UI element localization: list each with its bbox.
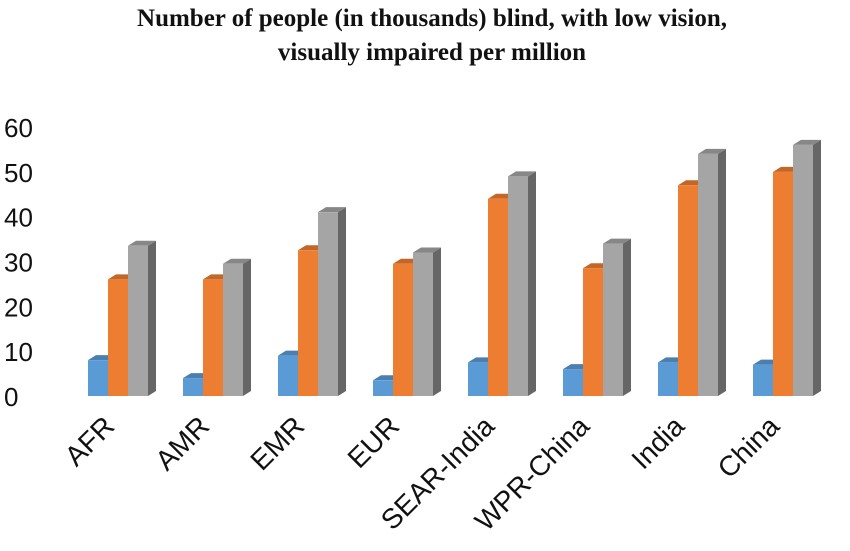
bar-front (698, 153, 718, 396)
bar-top (698, 148, 726, 154)
bar (128, 240, 156, 396)
bar-front (468, 362, 488, 396)
bar-side (338, 207, 346, 396)
y-tick-label: 40 (4, 203, 33, 233)
bar-side (718, 148, 726, 396)
bar-front (318, 212, 338, 396)
chart-title-line-2: visually impaired per million (278, 39, 586, 66)
bar-front (603, 243, 623, 396)
bar-side (813, 139, 821, 396)
bar-front (203, 279, 223, 396)
bar-front (413, 252, 433, 396)
x-tick-label: AMR (149, 410, 215, 476)
bar-front (793, 144, 813, 396)
bar-top (793, 139, 821, 145)
bar-front (88, 360, 108, 396)
bar-top (223, 258, 251, 264)
bar (698, 148, 726, 396)
bar-front (298, 250, 318, 396)
bar-top (603, 238, 631, 244)
x-tick-label: AFR (59, 410, 121, 472)
bar (223, 258, 251, 396)
bar-side (623, 238, 631, 396)
bar-front (128, 245, 148, 396)
bars (88, 139, 821, 396)
x-tick-label: EMR (244, 410, 310, 476)
bar-side (528, 171, 536, 396)
bar-side (148, 240, 156, 396)
bar-front (108, 279, 128, 396)
x-tick-label: China (712, 410, 786, 484)
x-tick-label: EUR (342, 410, 406, 474)
y-tick-label: 20 (4, 292, 33, 322)
bar-side (433, 247, 441, 396)
bar (318, 207, 346, 396)
bar-top (413, 247, 441, 253)
y-tick-label: 0 (4, 382, 18, 412)
chart-title-line-1: Number of people (in thousands) blind, w… (137, 5, 727, 32)
bar (413, 247, 441, 396)
bar-front (223, 263, 243, 396)
bar-front (278, 355, 298, 396)
bar-front (393, 263, 413, 396)
bar-front (583, 268, 603, 396)
bar-front (658, 362, 678, 396)
bar-front (183, 378, 203, 396)
bar (508, 171, 536, 396)
bar (603, 238, 631, 396)
bar-front (488, 198, 508, 396)
y-axis: 0 10 20 30 40 50 60 (4, 113, 33, 412)
bar-top (508, 171, 536, 177)
bar-top (128, 240, 156, 246)
y-tick-label: 50 (4, 158, 33, 188)
y-tick-label: 10 (4, 337, 33, 367)
bar-top (318, 207, 346, 213)
bar-front (508, 176, 528, 396)
y-tick-label: 60 (4, 113, 33, 143)
bar-front (678, 185, 698, 396)
bar (793, 139, 821, 396)
x-tick-label: India (625, 410, 690, 475)
y-tick-label: 30 (4, 248, 33, 278)
bar-front (753, 364, 773, 396)
bar-front (373, 380, 393, 396)
bar-front (773, 171, 793, 396)
bar-front (563, 369, 583, 396)
bar-side (243, 258, 251, 396)
